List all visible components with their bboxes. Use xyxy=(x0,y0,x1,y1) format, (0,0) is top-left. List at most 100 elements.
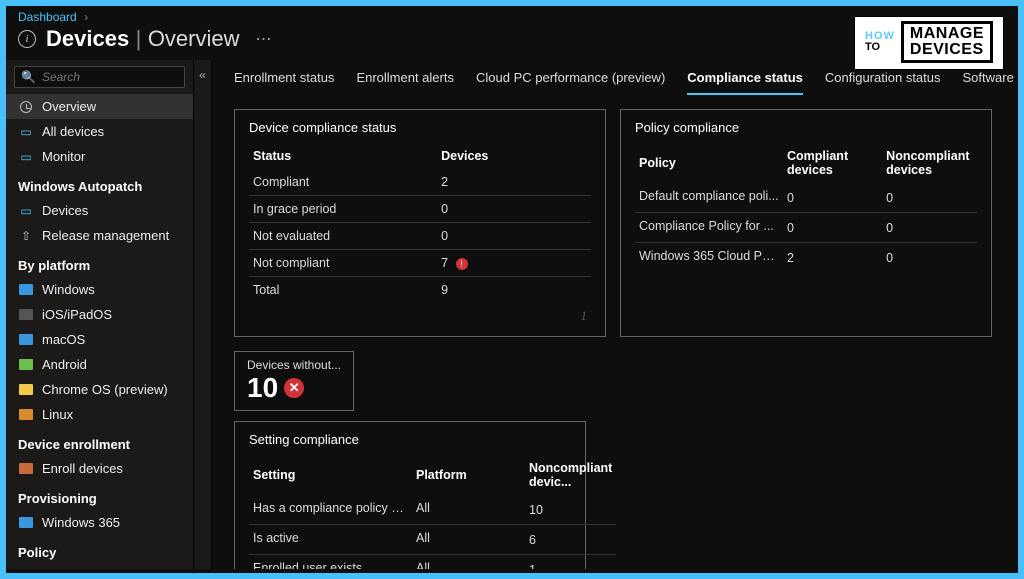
cell-status: Compliant xyxy=(249,169,437,196)
tab-enrollment-status[interactable]: Enrollment status xyxy=(234,70,334,95)
table-row[interactable]: Enrolled user existsAll1 xyxy=(249,555,616,570)
chevron-right-icon: › xyxy=(84,10,88,24)
table-row[interactable]: Not compliant7 ! xyxy=(249,250,591,277)
sidebar-item-label: Android xyxy=(42,357,87,372)
tab-cloud-pc-performance-preview-[interactable]: Cloud PC performance (preview) xyxy=(476,70,665,95)
card-title: Policy compliance xyxy=(635,120,977,135)
upload-icon: ⇧ xyxy=(18,229,34,243)
cell-compliant: 0 xyxy=(783,183,882,213)
info-icon[interactable]: i xyxy=(18,30,36,48)
cell-platform: All xyxy=(412,495,525,525)
cell-policy: Compliance Policy for ... xyxy=(635,213,783,243)
cell-noncompliant: 1 xyxy=(525,555,616,570)
more-icon[interactable]: ⋯ xyxy=(256,29,272,49)
logo-to: TO xyxy=(865,42,895,53)
logo-line2: DEVICES xyxy=(910,42,984,58)
card-setting-compliance: Setting compliance Setting Platform Nonc… xyxy=(234,421,586,569)
sidebar-item-compliance-policies[interactable]: Compliance policies xyxy=(6,564,193,569)
search-input[interactable] xyxy=(42,70,178,84)
sidebar-item-android[interactable]: Android xyxy=(6,352,193,377)
table-row[interactable]: Is activeAll6 xyxy=(249,525,616,555)
annotation-1: 1 xyxy=(581,308,588,324)
page-title: Devices xyxy=(46,26,129,51)
table-row[interactable]: Compliant2 xyxy=(249,169,591,196)
sidebar-item-chrome-os-preview-[interactable]: Chrome OS (preview) xyxy=(6,377,193,402)
platform-icon xyxy=(18,283,34,297)
error-icon: ✕ xyxy=(284,378,304,398)
table-row[interactable]: Windows 365 Cloud PC ...20 xyxy=(635,243,977,273)
setting-compliance-table: Setting Platform Noncompliant devic... H… xyxy=(249,455,616,569)
monitor-icon: ▭ xyxy=(18,150,34,164)
sidebar-item-label: Release management xyxy=(42,228,169,243)
sidebar-item-monitor[interactable]: ▭Monitor xyxy=(6,144,193,169)
breadcrumb-root[interactable]: Dashboard xyxy=(18,10,77,24)
table-row[interactable]: Has a compliance policy assig...All10 xyxy=(249,495,616,525)
table-row[interactable]: Total9 xyxy=(249,277,591,304)
sidebar-section-heading: Device enrollment xyxy=(6,427,193,456)
page-subtitle: Overview xyxy=(148,26,240,51)
search-input-wrap[interactable]: 🔍 xyxy=(14,66,185,88)
sidebar-item-windows[interactable]: Windows xyxy=(6,277,193,302)
table-row[interactable]: Compliance Policy for ...00 xyxy=(635,213,977,243)
sidebar-item-label: iOS/iPadOS xyxy=(42,307,112,322)
sidebar-item-label: macOS xyxy=(42,332,85,347)
cell-noncompliant: 10 xyxy=(525,495,616,525)
sidebar-item-macos[interactable]: macOS xyxy=(6,327,193,352)
devices-without-label: Devices without... xyxy=(247,358,341,372)
cell-compliant: 0 xyxy=(783,213,882,243)
sidebar-item-label: Linux xyxy=(42,407,73,422)
tab-enrollment-alerts[interactable]: Enrollment alerts xyxy=(356,70,454,95)
monitor-icon: ▭ xyxy=(18,204,34,218)
sidebar-collapse[interactable]: « xyxy=(194,60,212,569)
cell-devices: 7 ! xyxy=(437,250,591,277)
sidebar-item-devices[interactable]: ▭ Devices xyxy=(6,198,193,223)
sidebar-item-label: Windows xyxy=(42,282,95,297)
col-policy: Policy xyxy=(635,143,783,183)
sidebar-item-windows-365[interactable]: Windows 365 xyxy=(6,510,193,535)
col-platform: Platform xyxy=(412,455,525,495)
alert-icon: ! xyxy=(456,258,468,270)
platform-icon xyxy=(18,516,34,530)
cell-devices: 0 xyxy=(437,223,591,250)
sidebar-item-linux[interactable]: Linux xyxy=(6,402,193,427)
cell-status: Not evaluated xyxy=(249,223,437,250)
platform-icon xyxy=(18,358,34,372)
sidebar-item-label: Devices xyxy=(42,203,88,218)
col-compliant: Compliant devices xyxy=(783,143,882,183)
cell-noncompliant: 0 xyxy=(882,213,977,243)
tab-software-update-status[interactable]: Software update status xyxy=(963,70,1019,95)
sidebar-item-label: Overview xyxy=(42,99,96,114)
card-title: Device compliance status xyxy=(249,120,591,135)
cell-setting: Is active xyxy=(249,525,412,555)
sidebar-item-enroll-devices[interactable]: Enroll devices xyxy=(6,456,193,481)
sidebar-section-heading: Provisioning xyxy=(6,481,193,510)
table-row[interactable]: Not evaluated0 xyxy=(249,223,591,250)
sidebar-item-label: Chrome OS (preview) xyxy=(42,382,168,397)
cell-noncompliant: 0 xyxy=(882,183,977,213)
cell-status: In grace period xyxy=(249,196,437,223)
logo-line1: MANAGE xyxy=(910,26,984,42)
sidebar-item-overview[interactable]: Overview xyxy=(6,94,193,119)
card-devices-without[interactable]: Devices without... 10 ✕ xyxy=(234,351,354,411)
tab-compliance-status[interactable]: Compliance status xyxy=(687,70,803,95)
platform-icon xyxy=(18,462,34,476)
clock-icon xyxy=(18,100,34,114)
sidebar-item-ios-ipados[interactable]: iOS/iPadOS xyxy=(6,302,193,327)
card-title: Setting compliance xyxy=(249,432,571,447)
cell-compliant: 2 xyxy=(783,243,882,273)
table-row[interactable]: In grace period0 xyxy=(249,196,591,223)
card-device-compliance: Device compliance status Status Devices … xyxy=(234,109,606,337)
monitor-icon: ▭ xyxy=(18,125,34,139)
col-setting: Setting xyxy=(249,455,412,495)
col-noncompliant: Noncompliant devic... xyxy=(525,455,616,495)
col-status: Status xyxy=(249,143,437,169)
sidebar-item-label: All devices xyxy=(42,124,104,139)
col-devices: Devices xyxy=(437,143,591,169)
sidebar-item-all-devices[interactable]: ▭ All devices xyxy=(6,119,193,144)
chevron-double-left-icon: « xyxy=(199,68,206,569)
sidebar-item-release-management[interactable]: ⇧ Release management xyxy=(6,223,193,248)
table-row[interactable]: Default compliance poli...00 xyxy=(635,183,977,213)
tab-configuration-status[interactable]: Configuration status xyxy=(825,70,941,95)
devices-without-value: 10 xyxy=(247,372,278,404)
platform-icon xyxy=(18,333,34,347)
